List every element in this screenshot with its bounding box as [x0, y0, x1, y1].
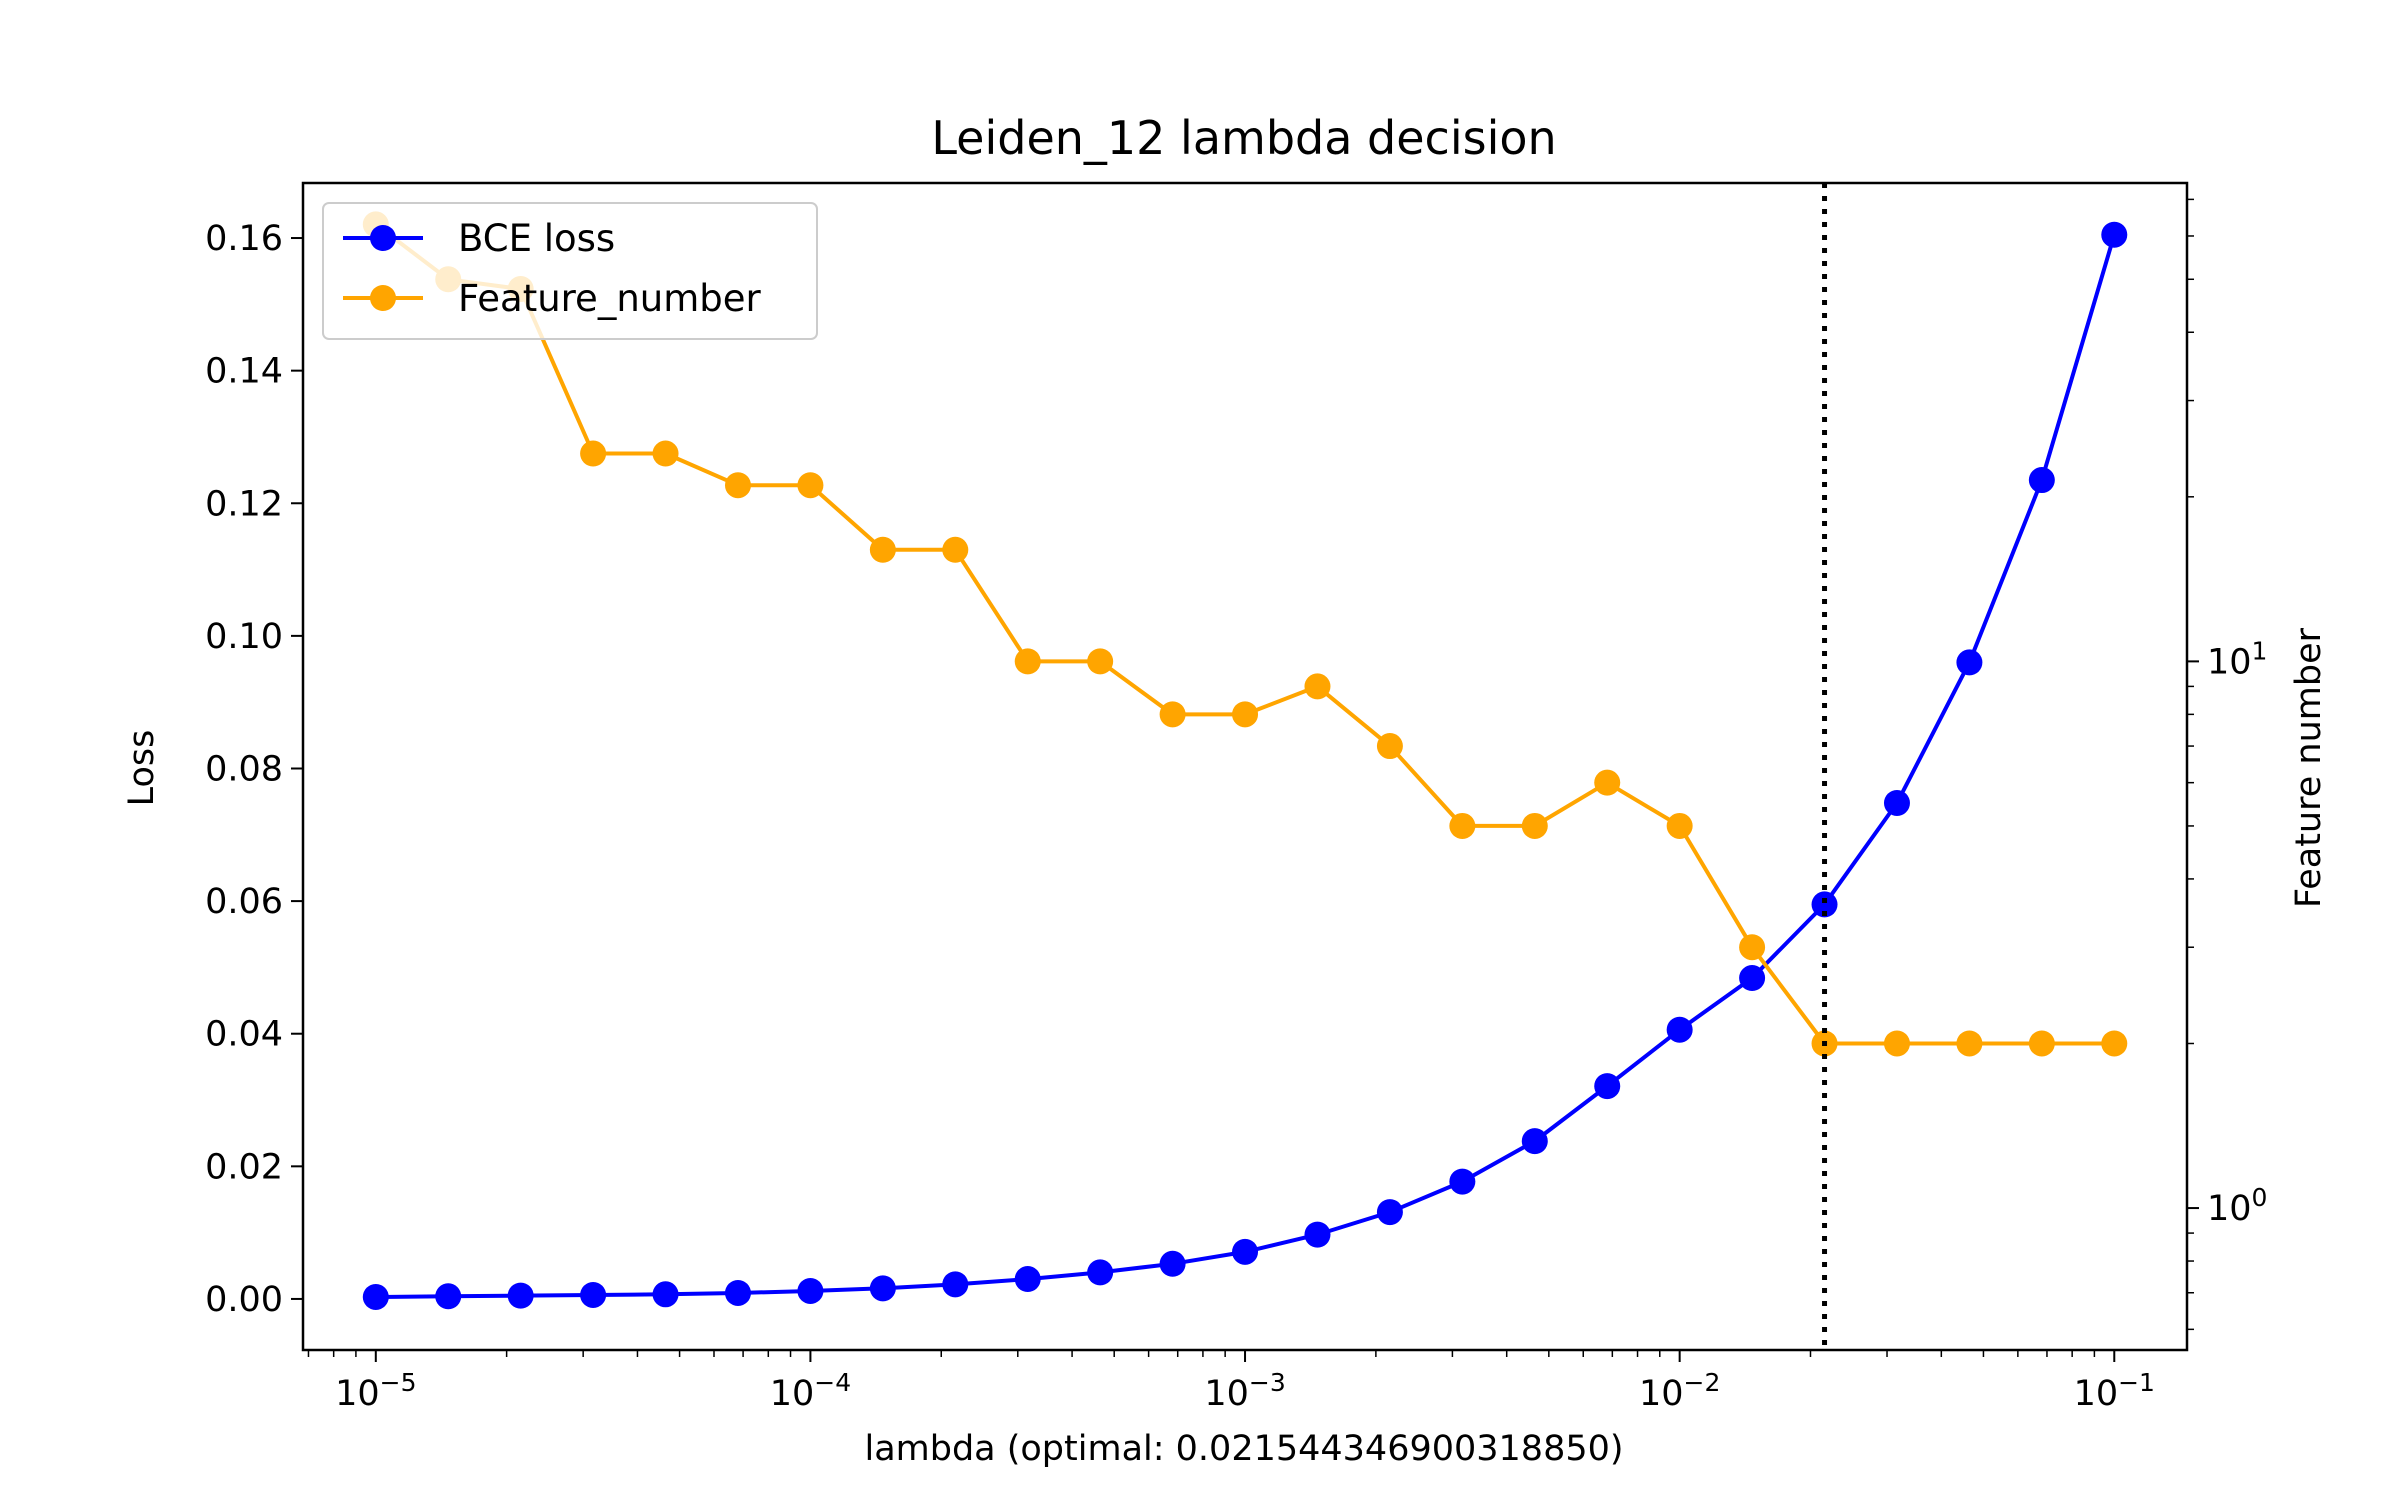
data-point	[1811, 891, 1838, 918]
data-point	[1449, 1168, 1476, 1195]
data-point	[1521, 812, 1548, 839]
data-point	[1159, 701, 1186, 728]
y-tick-label: 0.12	[205, 484, 283, 524]
data-point	[1232, 701, 1259, 728]
data-point	[1739, 934, 1766, 961]
data-point	[2028, 1030, 2055, 1057]
data-point	[1739, 965, 1766, 992]
data-point	[869, 1275, 896, 1302]
data-point	[869, 536, 896, 563]
y-axis-label: Loss	[122, 730, 162, 807]
data-point	[1304, 673, 1331, 700]
data-point	[1014, 648, 1041, 675]
data-point	[2028, 467, 2055, 494]
data-point	[580, 440, 607, 467]
plot-frame	[301, 181, 2189, 1352]
x-axis-label: lambda (optimal: 0.021544346900318850)	[864, 1429, 1623, 1469]
data-point	[797, 472, 824, 499]
data-point	[1159, 1250, 1186, 1277]
y-tick-label: 0.04	[205, 1015, 283, 1055]
y-tick-label: 0.02	[205, 1147, 283, 1187]
legend-box	[322, 202, 818, 340]
data-point	[1449, 812, 1476, 839]
data-point	[1666, 812, 1693, 839]
data-point	[1883, 789, 1910, 816]
x-tick-label: 10−4	[770, 1368, 851, 1414]
y2-axis-label: Feature number	[2289, 627, 2329, 908]
data-point	[1376, 1199, 1403, 1226]
y2-tick-label: 101	[2207, 636, 2267, 682]
data-point	[942, 536, 969, 563]
data-point	[652, 440, 679, 467]
data-point	[1594, 769, 1621, 796]
data-point	[1594, 1073, 1621, 1100]
data-point	[1087, 1259, 1114, 1286]
x-tick-label: 10−3	[1204, 1368, 1285, 1414]
legend-label: Feature_number	[458, 277, 762, 320]
y-tick-label: 0.16	[205, 219, 283, 259]
y-tick-label: 0.06	[205, 882, 283, 922]
legend-marker	[370, 225, 396, 251]
data-point	[942, 1271, 969, 1298]
data-point	[2101, 221, 2128, 248]
data-point	[1014, 1266, 1041, 1293]
data-point	[1883, 1030, 1910, 1057]
legend-label: BCE loss	[458, 217, 615, 260]
data-point	[1304, 1221, 1331, 1248]
legend: BCE loss Feature_number	[322, 202, 818, 340]
data-point	[1666, 1016, 1693, 1043]
data-point	[797, 1277, 824, 1304]
chart-title: Leiden_12 lambda decision	[931, 111, 1556, 165]
data-point	[362, 1283, 389, 1310]
y-tick-label: 0.10	[205, 617, 283, 657]
data-point	[652, 1281, 679, 1308]
y-tick-label: 0.00	[205, 1280, 283, 1320]
plot-area: 10−5 10−4 10−3 10−2 10−1 0.00 0.02 0.04 0.06 0.08…	[205, 181, 2267, 1414]
data-point	[2101, 1030, 2128, 1057]
data-point	[1956, 1030, 1983, 1057]
data-point	[1232, 1238, 1259, 1265]
x-tick-label: 10−2	[1639, 1368, 1720, 1414]
data-point	[580, 1281, 607, 1308]
data-point	[435, 1283, 462, 1310]
y-tick-label: 0.14	[205, 352, 283, 392]
legend-marker	[370, 285, 396, 311]
x-tick-label: 10−1	[2074, 1368, 2155, 1414]
data-point	[1956, 649, 1983, 676]
data-point	[724, 1279, 751, 1306]
y-tick-label: 0.08	[205, 749, 283, 789]
x-tick-label: 10−5	[335, 1368, 416, 1414]
data-point	[1376, 733, 1403, 760]
series-1	[362, 221, 2128, 1310]
y2-tick-label: 100	[2207, 1183, 2267, 1229]
data-point	[724, 472, 751, 499]
data-point	[507, 1282, 534, 1309]
data-point	[1521, 1128, 1548, 1155]
data-point	[1087, 648, 1114, 675]
